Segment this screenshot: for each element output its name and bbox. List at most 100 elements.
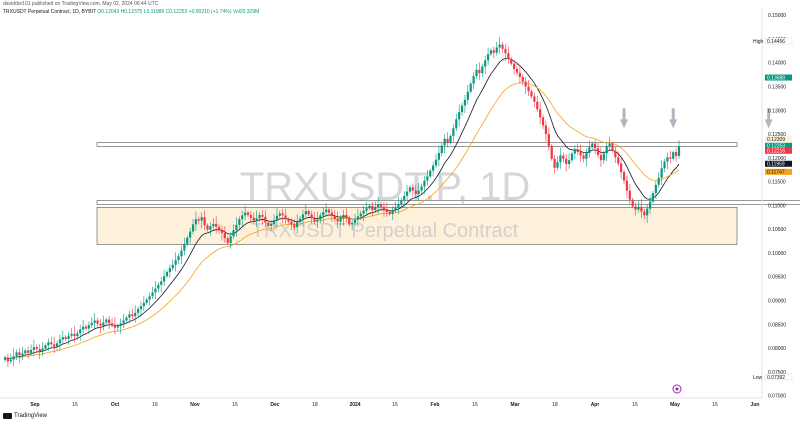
candle-body[interactable]	[168, 268, 171, 272]
candle-body[interactable]	[356, 216, 360, 220]
candle-body[interactable]	[434, 159, 438, 166]
candle-body[interactable]	[443, 138, 446, 146]
candle-body[interactable]	[594, 143, 597, 149]
candle-body[interactable]	[310, 214, 313, 218]
candle-body[interactable]	[348, 217, 351, 225]
candle-body[interactable]	[460, 105, 464, 113]
candle-body[interactable]	[139, 306, 143, 310]
candle-body[interactable]	[226, 238, 229, 243]
candle-body[interactable]	[171, 264, 174, 269]
candle-body[interactable]	[432, 165, 435, 171]
candle-body[interactable]	[498, 44, 501, 48]
candle-body[interactable]	[570, 153, 574, 161]
candle-body[interactable]	[87, 325, 90, 329]
candle-body[interactable]	[371, 205, 374, 211]
candle-body[interactable]	[142, 302, 145, 307]
candle-body[interactable]	[463, 99, 467, 106]
candle-body[interactable]	[203, 217, 206, 226]
candle-body[interactable]	[281, 213, 284, 216]
candle-body[interactable]	[18, 352, 21, 356]
candle-body[interactable]	[481, 66, 484, 74]
candle-body[interactable]	[504, 48, 507, 54]
candle-body[interactable]	[501, 44, 504, 49]
candle-body[interactable]	[183, 244, 186, 251]
candle-body[interactable]	[105, 319, 108, 323]
candle-body[interactable]	[342, 214, 345, 219]
candle-body[interactable]	[591, 143, 594, 148]
candle-body[interactable]	[489, 50, 493, 55]
candle-body[interactable]	[385, 209, 388, 213]
candle-body[interactable]	[206, 225, 209, 230]
candle-body[interactable]	[55, 343, 59, 347]
candle-body[interactable]	[24, 350, 27, 354]
candle-body[interactable]	[478, 69, 481, 74]
candle-body[interactable]	[466, 91, 469, 100]
candle-body[interactable]	[217, 226, 221, 231]
candle-body[interactable]	[449, 135, 452, 143]
candle-body[interactable]	[145, 299, 148, 303]
candle-body[interactable]	[599, 154, 602, 161]
candle-body[interactable]	[550, 145, 553, 159]
candle-body[interactable]	[272, 220, 276, 224]
candle-body[interactable]	[327, 209, 331, 213]
candle-body[interactable]	[284, 215, 287, 220]
candle-body[interactable]	[469, 83, 472, 92]
candle-body[interactable]	[165, 271, 169, 277]
candle-body[interactable]	[353, 219, 357, 223]
candle-body[interactable]	[336, 219, 339, 222]
candle-body[interactable]	[209, 226, 212, 230]
candle-body[interactable]	[3, 357, 7, 360]
candle-body[interactable]	[596, 148, 600, 155]
candle-body[interactable]	[524, 81, 527, 87]
candle-body[interactable]	[194, 219, 198, 225]
candle-body[interactable]	[446, 138, 449, 143]
candle-body[interactable]	[148, 296, 151, 300]
candle-body[interactable]	[556, 162, 559, 168]
candle-body[interactable]	[400, 200, 403, 205]
candle-body[interactable]	[252, 217, 255, 221]
candle-body[interactable]	[382, 206, 386, 210]
candle-body[interactable]	[602, 153, 605, 161]
candle-body[interactable]	[313, 217, 316, 222]
candle-body[interactable]	[351, 222, 354, 225]
candle-body[interactable]	[663, 161, 666, 169]
candle-body[interactable]	[637, 206, 640, 210]
candle-body[interactable]	[426, 176, 429, 181]
candle-body[interactable]	[484, 60, 487, 67]
candle-body[interactable]	[339, 218, 342, 222]
candle-body[interactable]	[9, 359, 12, 362]
candle-body[interactable]	[324, 209, 328, 213]
candle-body[interactable]	[44, 345, 47, 349]
candle-body[interactable]	[160, 281, 163, 285]
candle-body[interactable]	[608, 143, 611, 147]
candle-body[interactable]	[229, 236, 232, 243]
candle-body[interactable]	[322, 212, 325, 216]
candle-body[interactable]	[536, 101, 539, 110]
candle-body[interactable]	[510, 58, 513, 64]
support-band[interactable]	[96, 200, 800, 205]
candle-body[interactable]	[125, 317, 128, 321]
candle-body[interactable]	[27, 350, 30, 353]
candle-body[interactable]	[408, 187, 412, 192]
candle-body[interactable]	[241, 215, 244, 220]
candle-body[interactable]	[301, 214, 305, 219]
candle-body[interactable]	[119, 323, 122, 327]
candle-body[interactable]	[475, 69, 478, 77]
candle-body[interactable]	[527, 86, 530, 92]
candle-body[interactable]	[423, 180, 426, 187]
candle-body[interactable]	[246, 212, 250, 215]
candle-body[interactable]	[180, 250, 183, 257]
candle-body[interactable]	[573, 149, 576, 154]
candle-body[interactable]	[136, 309, 140, 313]
candle-body[interactable]	[186, 237, 189, 245]
candle-body[interactable]	[677, 145, 681, 156]
candle-body[interactable]	[553, 158, 556, 168]
candle-body[interactable]	[507, 53, 510, 59]
candle-body[interactable]	[458, 112, 461, 120]
candle-body[interactable]	[316, 219, 319, 222]
candle-body[interactable]	[544, 125, 548, 135]
candle-body[interactable]	[437, 153, 441, 160]
candle-body[interactable]	[417, 190, 420, 194]
candle-body[interactable]	[562, 155, 565, 159]
